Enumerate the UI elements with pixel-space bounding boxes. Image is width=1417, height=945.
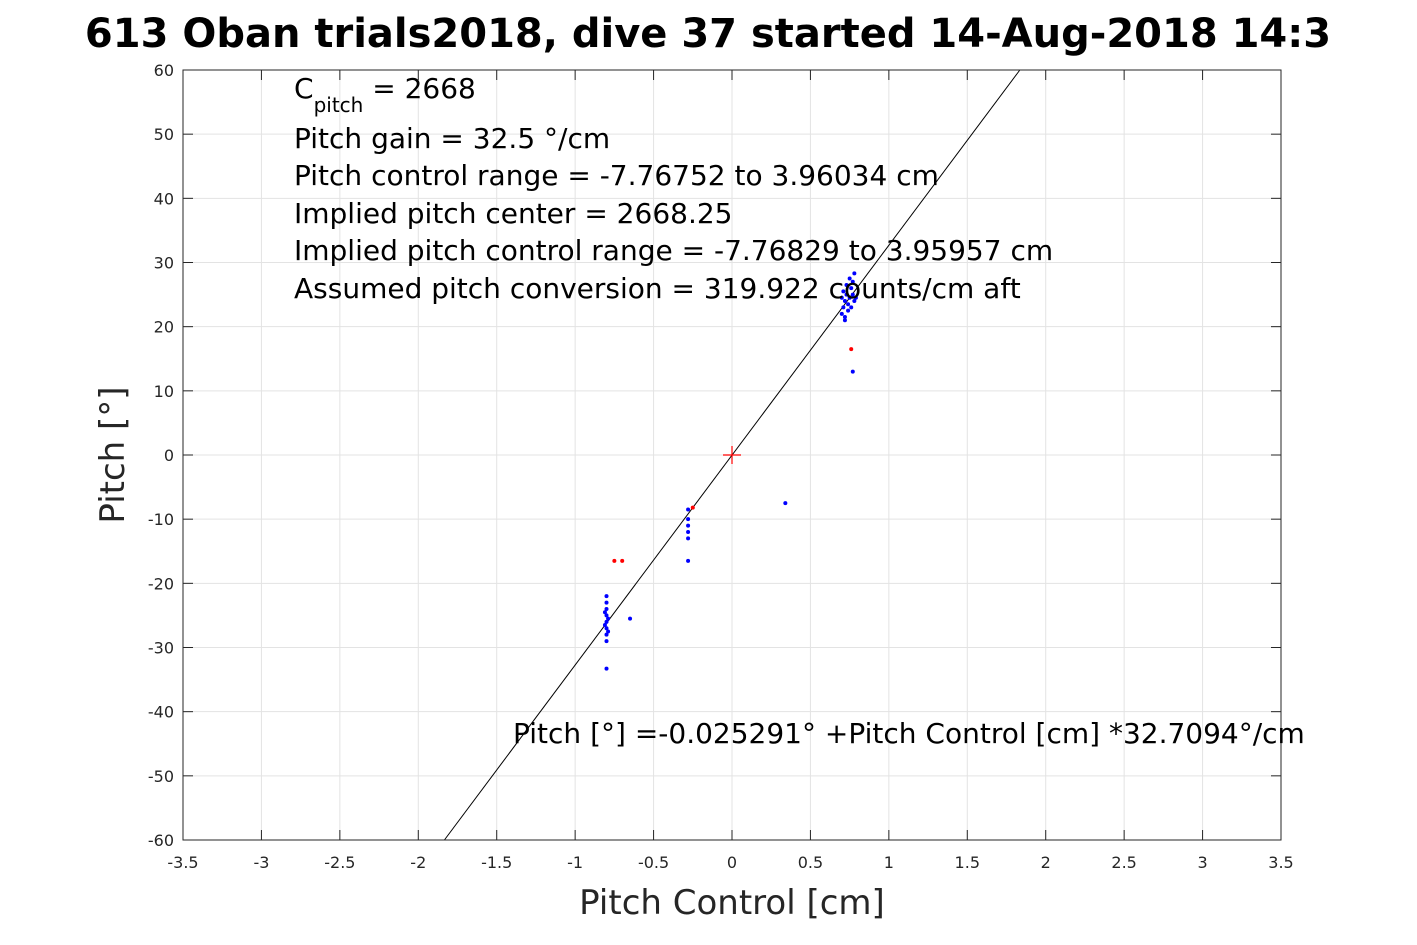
- annotation-cpitch: Cpitch = 2668: [294, 72, 476, 117]
- x-tick-label: 2: [1041, 853, 1051, 872]
- data-point: [842, 318, 847, 323]
- x-tick-label: 1.5: [955, 853, 980, 872]
- x-tick-label: -0.5: [638, 853, 669, 872]
- x-tick-label: 3.5: [1268, 853, 1293, 872]
- data-point: [690, 505, 695, 510]
- cpitch-value: = 2668: [363, 72, 476, 105]
- data-point: [686, 558, 691, 563]
- data-point: [604, 639, 609, 644]
- data-point: [604, 594, 609, 599]
- y-tick-label: -40: [148, 703, 174, 722]
- data-point: [850, 369, 855, 374]
- x-tick-label: 2.5: [1111, 853, 1136, 872]
- data-point: [847, 295, 852, 300]
- data-point: [841, 305, 846, 310]
- x-tick-labels: -3.5 -3 -2.5 -2 -1.5 -1 -0.5 0 0.5 1 1.5 2 2.5 3 3.5: [167, 853, 1293, 872]
- annotation-implied-range: Implied pitch control range = -7.76829 t…: [294, 234, 1053, 267]
- data-point: [849, 286, 854, 291]
- data-point: [604, 600, 609, 605]
- y-axis-label: Pitch [°]: [93, 386, 133, 523]
- data-point: [853, 295, 858, 300]
- y-tick-label: 50: [154, 125, 174, 144]
- data-point: [846, 308, 851, 313]
- annotation-pitch-gain: Pitch gain = 32.5 °/cm: [294, 122, 610, 155]
- y-tick-label: 10: [154, 382, 174, 401]
- annotation-conversion: Assumed pitch conversion = 319.922 count…: [294, 272, 1021, 305]
- chart-title: 613 Oban trials2018, dive 37 started 14-…: [85, 11, 1331, 57]
- x-tick-label: -1: [567, 853, 583, 872]
- data-point: [604, 626, 609, 631]
- data-point: [842, 299, 847, 303]
- data-point: [620, 558, 625, 563]
- data-point: [841, 289, 846, 294]
- plot-frame: [182, 69, 1282, 841]
- data-point: [849, 305, 854, 310]
- data-point: [604, 607, 609, 611]
- x-tick-label: -3.5: [167, 853, 198, 872]
- data-point: [606, 629, 611, 634]
- y-tick-label: -50: [148, 767, 174, 786]
- data-point: [604, 619, 609, 624]
- y-tick-label: -20: [148, 574, 174, 593]
- center-marker-group: [723, 446, 741, 464]
- data-point: [686, 523, 691, 528]
- data-point: [839, 311, 844, 316]
- x-tick-label: 1: [884, 853, 894, 872]
- y-tick-label: 30: [154, 254, 174, 273]
- cpitch-symbol: C: [294, 72, 314, 105]
- x-tick-label: -2.5: [324, 853, 355, 872]
- y-tick-label: 60: [154, 61, 174, 80]
- annotation-fit-equation: Pitch [°] =-0.025291° +Pitch Control [cm…: [513, 717, 1305, 750]
- data-point: [849, 347, 854, 352]
- x-axis-label: Pitch Control [cm]: [579, 883, 885, 923]
- scatter-points: [602, 271, 858, 671]
- data-point: [850, 292, 855, 297]
- data-point: [844, 292, 849, 297]
- data-point: [612, 558, 617, 563]
- data-point: [604, 666, 609, 671]
- data-point: [846, 302, 851, 307]
- y-tick-labels: 60 50 40 30 20 10 0 -10 -20 -30 -40 -50 -60: [148, 61, 174, 850]
- y-tick-label: 20: [154, 318, 174, 337]
- data-point: [850, 279, 855, 284]
- data-point: [842, 315, 847, 320]
- y-tick-label: -30: [148, 639, 174, 658]
- data-point: [602, 623, 607, 628]
- data-point: [852, 299, 857, 303]
- x-tick-label: -2: [410, 853, 426, 872]
- y-tick-label: 40: [154, 189, 174, 208]
- data-point: [852, 271, 857, 276]
- data-point: [686, 517, 691, 522]
- data-point: [606, 616, 611, 621]
- data-point: [628, 616, 633, 621]
- data-point: [686, 536, 691, 541]
- y-tick-label: 0: [164, 446, 174, 465]
- annotation-implied-center: Implied pitch center = 2668.25: [294, 197, 732, 230]
- x-tick-label: 0: [727, 853, 737, 872]
- data-point: [783, 501, 788, 506]
- y-tick-label: -10: [148, 510, 174, 529]
- data-point: [602, 610, 607, 615]
- y-tick-label: -60: [148, 831, 174, 850]
- x-tick-label: 0.5: [798, 853, 823, 872]
- annotation-control-range: Pitch control range = -7.76752 to 3.9603…: [294, 159, 939, 192]
- cpitch-subscript: pitch: [314, 93, 364, 117]
- data-point: [604, 613, 609, 618]
- x-tick-label: 3: [1197, 853, 1207, 872]
- data-point: [844, 282, 849, 287]
- data-point: [686, 530, 691, 534]
- data-point: [686, 507, 691, 512]
- x-tick-label: -1.5: [481, 853, 512, 872]
- data-point: [604, 632, 609, 637]
- x-tick-label: -3: [253, 853, 269, 872]
- data-point: [847, 276, 852, 281]
- data-point: [839, 295, 844, 300]
